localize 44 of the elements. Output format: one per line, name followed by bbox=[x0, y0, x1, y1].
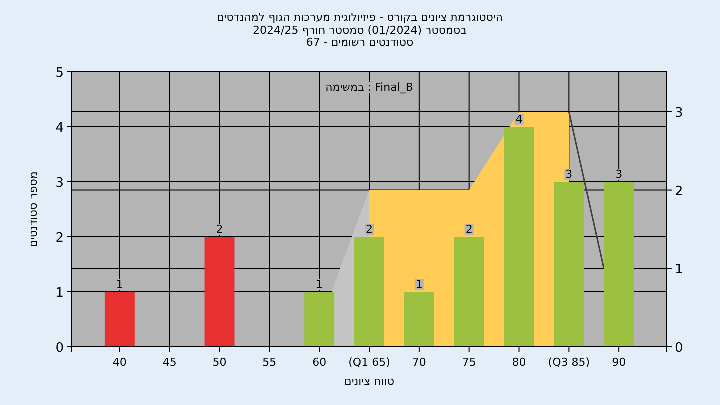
bar bbox=[554, 182, 584, 347]
x-tick-label: (Q1 65) bbox=[348, 356, 390, 369]
x-tick-label: 40 bbox=[112, 356, 127, 369]
chart-subtitle: בסמסטר (01/2024) סמסטר חורף 2024/25 סטודנטים רשומים - 67 bbox=[253, 24, 467, 49]
x-tick-label: 75 bbox=[462, 356, 476, 369]
y-tick-label: 2 bbox=[56, 231, 64, 246]
y-axis-title: מספר סטודנטים bbox=[27, 172, 40, 248]
x-tick-label: (Q3 85) bbox=[548, 356, 590, 369]
data-label: 1 bbox=[316, 278, 324, 291]
x-tick-label: 45 bbox=[162, 356, 177, 369]
bar bbox=[404, 292, 434, 347]
chart-title: היסטוגרמת ציונים בקורס - פיזיולוגית מערכות הגוף למהנדסים bbox=[216, 11, 504, 24]
data-label: 3 bbox=[616, 168, 623, 181]
data-label: 3 bbox=[566, 168, 573, 181]
y-tick-label: 1 bbox=[56, 286, 64, 301]
y2-tick-label: 2 bbox=[675, 184, 684, 200]
x-tick-label: 70 bbox=[412, 356, 426, 369]
data-label: 1 bbox=[116, 278, 124, 291]
bar bbox=[604, 182, 634, 347]
x-tick-label: 90 bbox=[612, 356, 626, 369]
data-label: 1 bbox=[416, 278, 423, 291]
data-label: 4 bbox=[516, 113, 523, 126]
x-tick-label: 55 bbox=[262, 356, 277, 369]
y2-tick-label: 0 bbox=[675, 341, 684, 356]
data-label: 2 bbox=[216, 223, 224, 236]
bar bbox=[504, 127, 534, 347]
annotation: במשימה : Final_B bbox=[326, 81, 414, 94]
y2-tick-label: 1 bbox=[675, 262, 684, 278]
y2-tick-label: 3 bbox=[675, 106, 684, 121]
y-tick-label: 5 bbox=[56, 66, 64, 81]
x-tick-label: 60 bbox=[312, 356, 327, 369]
x-tick-label: 80 bbox=[512, 356, 526, 369]
x-axis-title: טווח ציונים bbox=[344, 375, 394, 388]
bar bbox=[304, 292, 335, 347]
bar bbox=[104, 292, 135, 347]
y-tick-label: 0 bbox=[56, 341, 64, 356]
bar bbox=[454, 237, 484, 347]
y-tick-label: 4 bbox=[56, 121, 64, 136]
bar bbox=[204, 237, 235, 347]
x-tick-label: 50 bbox=[212, 356, 227, 369]
data-label: 2 bbox=[466, 223, 473, 236]
data-label: 2 bbox=[366, 223, 373, 236]
bar bbox=[354, 237, 384, 347]
y-tick-label: 3 bbox=[56, 176, 64, 191]
